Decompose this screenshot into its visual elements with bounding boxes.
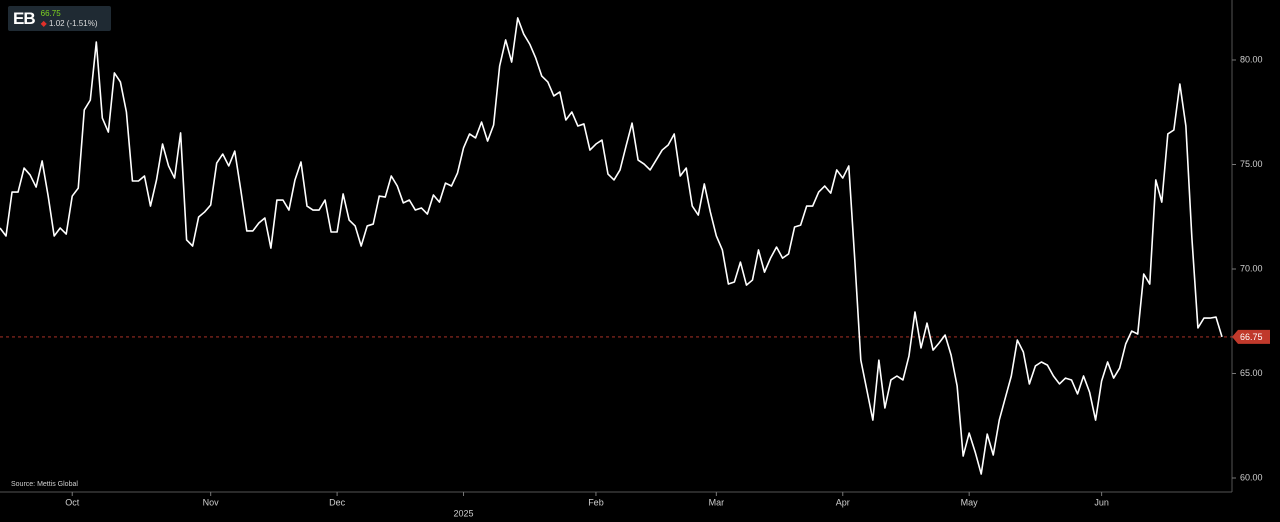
ticker-badge: EB 66.75 ◆ 1.02 (-1.51%): [8, 6, 111, 31]
change-row: ◆ 1.02 (-1.51%): [40, 18, 98, 28]
x-tick-label: Dec: [329, 497, 346, 507]
x-tick-label: May: [961, 497, 979, 507]
price-line-series: [0, 17, 1223, 475]
logo: EB: [13, 8, 36, 28]
x-tick-label: Nov: [203, 497, 220, 507]
y-tick-label: 70.00: [1240, 263, 1263, 273]
y-tick-label: 75.00: [1240, 159, 1263, 169]
x-tick-label: Mar: [709, 497, 725, 507]
y-tick-label: 65.00: [1240, 368, 1263, 378]
price: 66.75: [40, 8, 61, 18]
x-tick-label: Apr: [836, 497, 850, 507]
price-tag: [1232, 329, 1270, 344]
price-tag-label: 66.75: [1240, 332, 1263, 342]
x-tick-label: Oct: [65, 497, 80, 507]
x-tick-label: 2025: [454, 508, 474, 518]
source-note: Source: Mettis Global: [11, 481, 78, 488]
x-tick-label: Jun: [1094, 497, 1109, 507]
quote: 66.75 ◆ 1.02 (-1.51%): [41, 9, 98, 29]
y-tick-label: 80.00: [1240, 54, 1263, 64]
x-tick-label: Feb: [588, 497, 604, 507]
change: 1.02 (-1.51%): [49, 18, 98, 28]
y-tick-label: 60.00: [1240, 472, 1263, 482]
